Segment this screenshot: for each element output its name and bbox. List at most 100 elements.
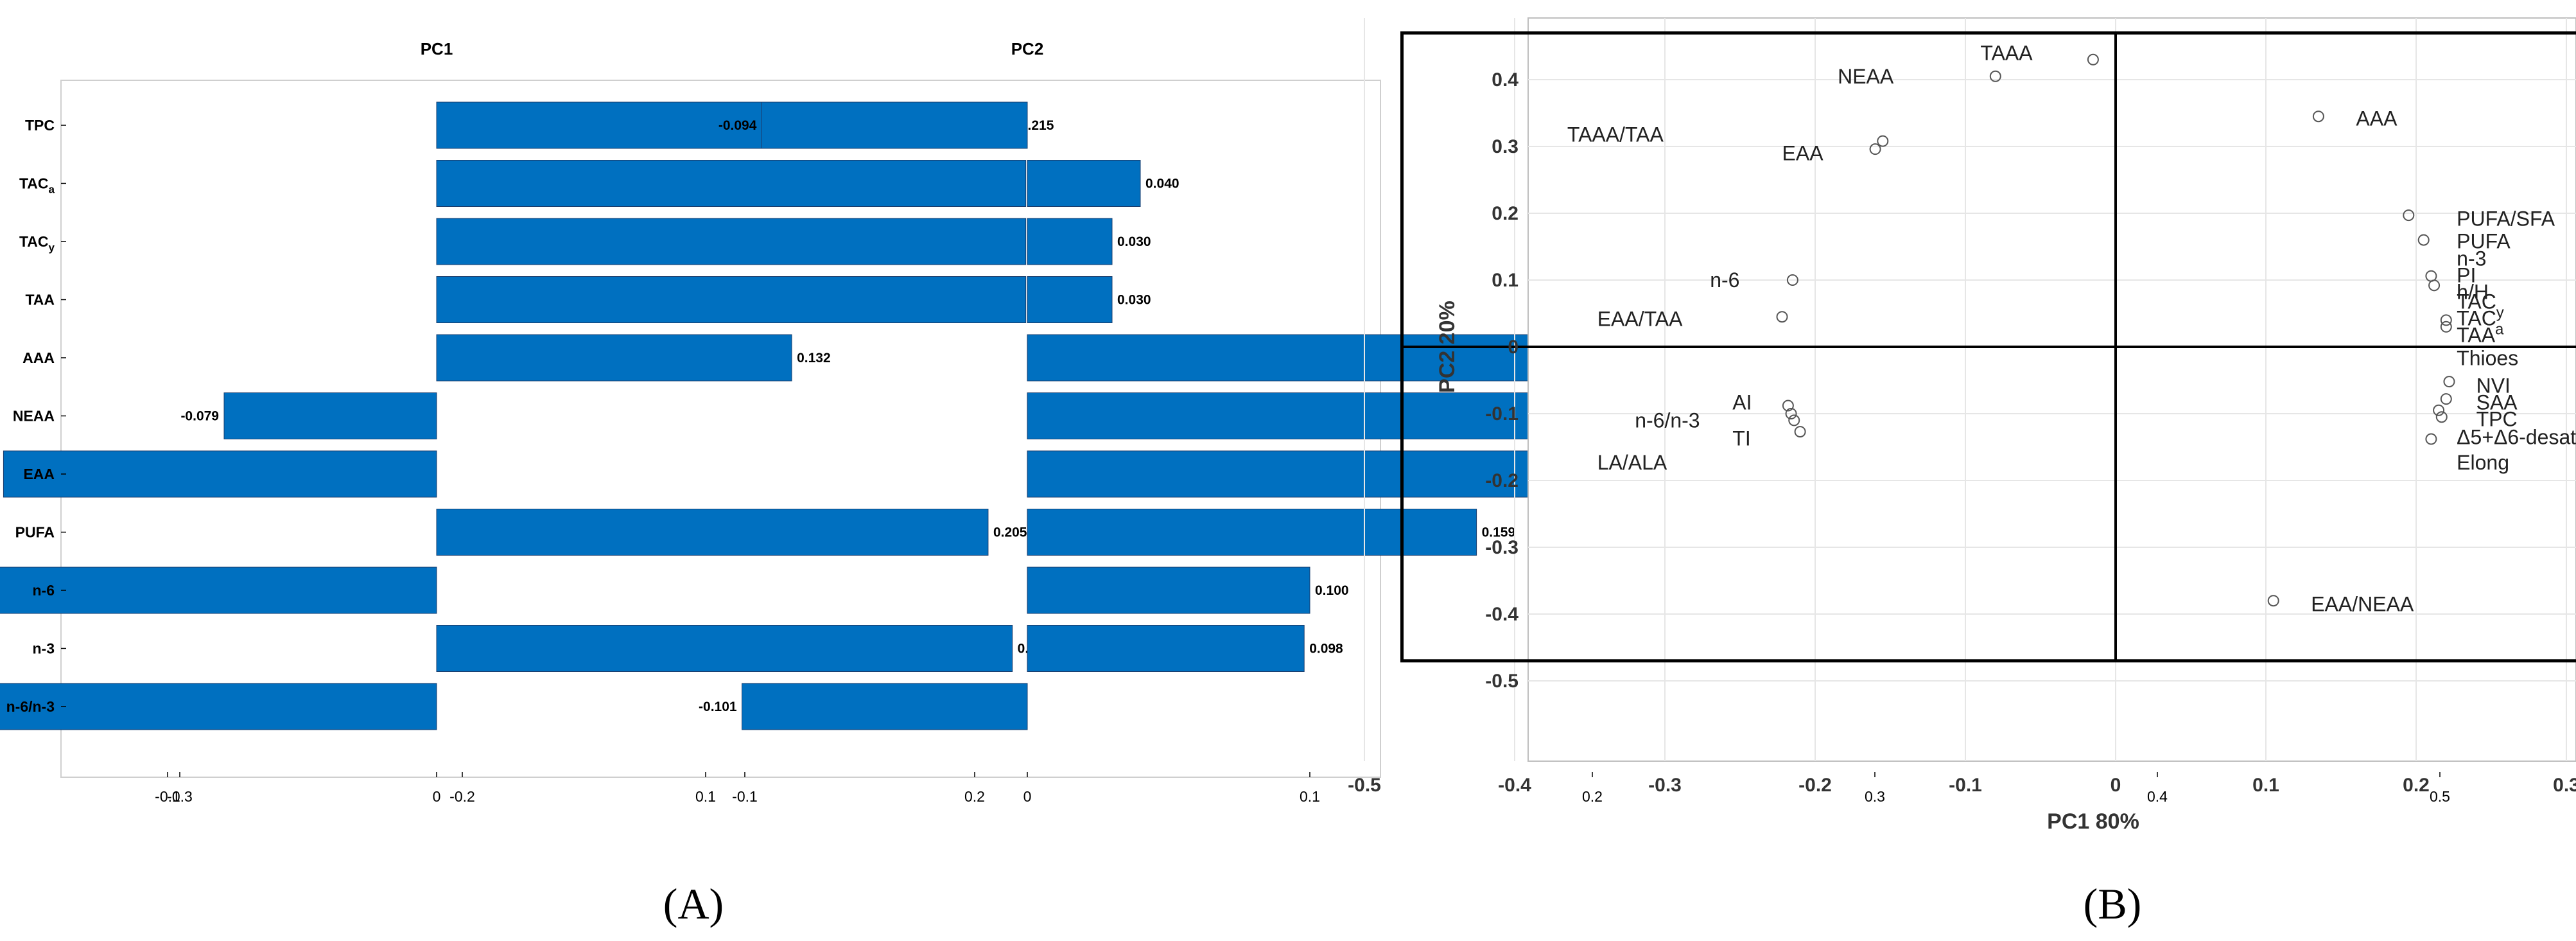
pc2-x-tick-label: -0.2: [449, 788, 475, 805]
point-label: AAA: [2356, 107, 2398, 130]
pc1-bar: [223, 392, 437, 439]
point-label: PUFA/SFA: [2457, 207, 2555, 230]
point-label: EAA: [1782, 141, 1824, 164]
point-label: TAC: [2457, 290, 2496, 313]
category-label: EAA: [23, 466, 55, 482]
pc1-value-label: 0.215: [1020, 118, 1054, 133]
pc2-bar: [1027, 567, 1310, 614]
pc2-x-tick-label: 0.1: [1300, 788, 1320, 805]
pc2-x-tick-label: 0.4: [2147, 788, 2168, 805]
point-label: AI: [1732, 391, 1752, 414]
category-label: NEAA: [13, 408, 55, 425]
x-tick-label: 0.2: [2403, 775, 2430, 796]
y-tick-label: -0.1: [1485, 403, 1519, 425]
loading-point: [2440, 321, 2452, 333]
loading-point: [2425, 433, 2437, 445]
loading-point: [2428, 279, 2441, 292]
x-tick-label: -0.2: [1798, 775, 1832, 796]
pc2-bar: [1027, 160, 1141, 207]
y-tick-label: -0.3: [1485, 537, 1519, 558]
pc2-x-tick-label: -0.1: [732, 788, 758, 805]
point-label: n-6/n-3: [1635, 409, 1700, 432]
plot-area: [1527, 17, 2576, 762]
pc1-bar: [436, 276, 1027, 323]
y-tick-label: 0.1: [1492, 270, 1519, 291]
pc1-value-label: -0.079: [180, 409, 219, 424]
pc1-value-label: 0.132: [797, 351, 831, 365]
loading-point: [2443, 376, 2455, 388]
pc2-value-label: 0.030: [1117, 293, 1151, 308]
loading-point: [2435, 411, 2448, 423]
y-tick-label: 0.2: [1492, 203, 1519, 224]
x-tick-label: -0.4: [1498, 775, 1531, 796]
panel-b-loading-plot: -0.5 -0.4 -0.3 -0.2 -0.1 0 0.1 0.2 0.3 0.4 0 0.4 0.3…: [1348, 17, 2576, 834]
pc1-bar: [436, 625, 1013, 672]
y-tick-label: -0.2: [1485, 470, 1519, 491]
pc1-x-tick-label: 0.1: [695, 788, 716, 805]
pc1-title: PC1: [421, 39, 453, 58]
y-tick-label: 0.3: [1492, 136, 1519, 157]
pc2-bar: [1027, 218, 1113, 265]
caption-b: (B): [2084, 879, 2142, 928]
caption-a: (A): [663, 879, 724, 928]
loading-point: [1786, 274, 1798, 286]
pc2-value-label: 0.040: [1145, 177, 1179, 191]
point-label: n-6: [1710, 268, 1739, 292]
loading-point: [1782, 400, 1794, 412]
point-label: n-3: [2457, 247, 2486, 270]
loading-point: [2087, 53, 2099, 66]
point-label: Thioes: [2457, 347, 2518, 370]
x-axis-label: PC1 80%: [2047, 809, 2139, 834]
point-label: TPC: [2476, 407, 2518, 430]
category-label: n-3: [33, 640, 55, 657]
pc2-bar: [761, 101, 1028, 149]
pc2-x-tick-label: 0.2: [1582, 788, 1603, 805]
point-label: Δ5+Δ6-desat: [2457, 425, 2576, 448]
category-label: n-6/n-3: [6, 698, 55, 715]
x-tick-label: 0.3: [2553, 775, 2576, 796]
pc1-bar: [436, 509, 989, 556]
panel-captions: (A) (B): [663, 879, 2142, 928]
loading-point: [2403, 209, 2415, 222]
point-label: TAAA: [1980, 41, 2033, 64]
pc2-bar: [1027, 276, 1113, 323]
point-label: LA/ALA: [1597, 451, 1667, 474]
category-label: TACa: [19, 175, 55, 196]
category-label: AAA: [22, 349, 55, 366]
point-label: PUFA: [2457, 230, 2511, 253]
point-label: TI: [1732, 427, 1750, 450]
pc2-x-tick-label: 0: [1023, 788, 1032, 805]
loading-point: [2440, 393, 2452, 405]
pc1-bar: [436, 218, 1027, 265]
point-label: EAA/TAA: [1597, 307, 1683, 330]
x-tick-label: 0: [2110, 775, 2121, 796]
pc2-x-tick-label: -0.3: [167, 788, 193, 805]
y-tick-label: -0.4: [1485, 604, 1519, 625]
loading-point: [2312, 110, 2324, 123]
pc2-x-tick-label: 0.5: [2430, 788, 2450, 805]
point-label: TACy: [2457, 304, 2504, 330]
loading-point: [1877, 135, 1889, 147]
pc2-title: PC2: [1011, 39, 1044, 58]
y-tick-label: -0.5: [1485, 671, 1519, 692]
pc1-x-tick-label: 0: [433, 788, 441, 805]
loading-point: [1785, 408, 1797, 419]
x-tick-label: -0.1: [1949, 775, 1982, 796]
point-label: h/H: [2457, 281, 2489, 304]
loading-point: [1869, 143, 1881, 155]
category-label: TAA: [25, 292, 55, 308]
loading-point: [1788, 414, 1800, 427]
point-label: PI: [2457, 264, 2476, 287]
pc1-bar: [436, 160, 1027, 207]
pc2-value-label: 0.030: [1117, 234, 1151, 249]
point-label: TAAA/TAA: [1567, 123, 1664, 146]
x-tick-label: -0.3: [1648, 775, 1682, 796]
point-label: NEAA: [1838, 65, 1894, 88]
loading-point: [1794, 426, 1806, 438]
loading-point: [2267, 595, 2279, 607]
pc2-bar: [1027, 625, 1305, 672]
pc1-bar: [3, 450, 437, 498]
category-label: n-6: [33, 582, 55, 599]
loading-point: [1989, 70, 2001, 82]
pc1-bar: [0, 567, 437, 614]
